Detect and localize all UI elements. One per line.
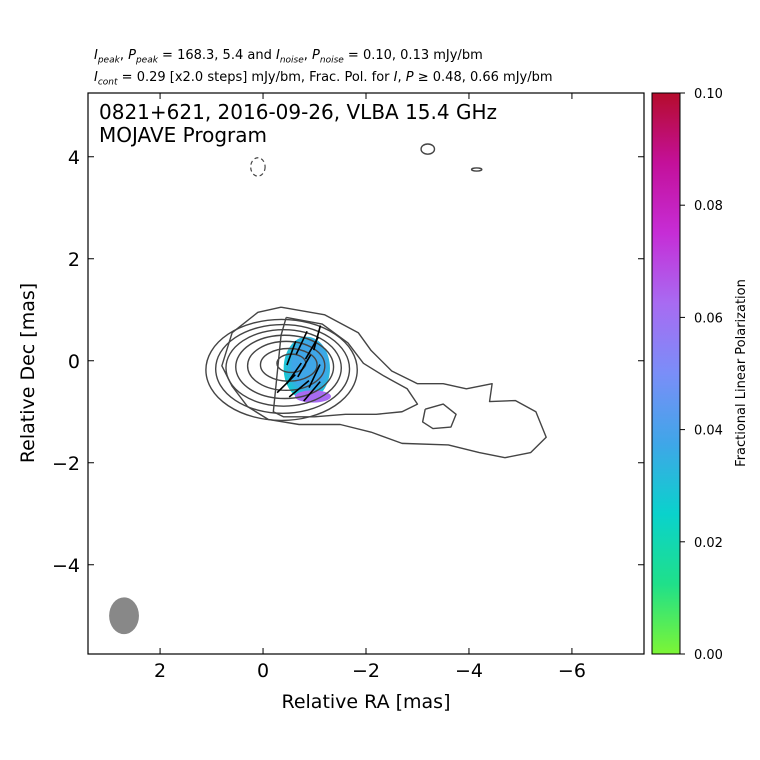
evpa-tick-6 [288,379,310,398]
colorbar-tick-label: 0.00 [694,648,723,663]
evpa-tick-9 [276,374,296,394]
colorbar-tick-label: 0.04 [694,424,723,439]
p-noise-sub: noise [319,55,344,66]
p-peak-sub: peak [135,55,158,66]
header-line-1: Ipeak, Ppeak = 168.3, 5.4 and Inoise, Pn… [94,48,483,66]
p-peak-symbol: P [128,48,136,63]
noise-values: = 0.10, 0.13 mJy/bm [343,48,483,63]
colorbar-ticks: 0.00 0.02 0.04 0.06 0.08 0.10 [680,87,723,663]
core-contour-3 [235,334,335,400]
beam-ellipse [109,597,139,635]
colorbar-tick-label: 0.02 [694,536,723,551]
header1-sep2: , [303,48,313,63]
x-tick-label: −4 [455,660,483,682]
colorbar-tick-label: 0.10 [694,87,723,102]
x-tick-label: 0 [257,660,269,682]
axis-ticks: 2 0 −2 −4 −6 4 2 0 −2 −4 [52,93,644,682]
core-contour-2 [246,340,326,392]
frac-pol-i-symbol: I [393,70,398,85]
small-contour-0 [420,143,436,155]
i-peak-symbol: I [94,48,98,63]
i-peak-sub: peak [97,55,120,66]
p-noise-symbol: P [312,48,320,63]
evpa-tick-0 [286,340,297,366]
evpa-tick-7 [303,381,321,402]
core-contour-4 [225,328,342,407]
colorbar-tick-label: 0.06 [694,311,723,326]
jet-contour-2 [421,403,457,430]
peak-values: = 168.3, 5.4 and [157,48,276,63]
y-axis-label: Relative Dec [mas] [17,283,39,463]
colorbar [651,92,681,655]
negative-contour-0 [250,157,266,177]
header-line-2: Icont = 0.29 [x2.0 steps] mJy/bm, Frac. … [94,70,553,88]
evpa-tick-1 [295,331,308,355]
evpa-tick-5 [308,364,321,388]
frac-pol-values: ≥ 0.48, 0.66 mJy/bm [413,70,553,85]
y-tick-label: 2 [68,249,80,271]
frac-pol-p-symbol: P [405,70,414,85]
plot-area [109,143,547,635]
evpa-tick-8 [312,325,322,351]
cont-values: = 0.29 [x2.0 steps] mJy/bm, Frac. Pol. f… [117,70,394,85]
i-noise-sub: noise [279,55,304,66]
x-axis-label: Relative RA [mas] [281,691,450,713]
y-tick-label: −2 [52,453,80,475]
y-tick-label: −4 [52,555,80,577]
colorbar-tick-label: 0.08 [694,199,723,214]
chart-title: 0821+621, 2016-09-26, VLBA 15.4 GHz [99,100,497,124]
core-contour-5 [214,323,351,414]
jet-contour-0 [221,306,547,459]
plot-frame [87,92,645,655]
polarization-patch-edge [294,390,331,403]
x-tick-label: −6 [558,660,586,682]
core-contour-6 [205,318,358,422]
x-tick-label: −2 [352,660,380,682]
x-tick-label: 2 [154,660,166,682]
header2-sep: , [397,70,406,85]
evpa-tick-4 [297,354,312,378]
chart-subtitle: MOJAVE Program [99,123,267,147]
small-contour-1 [470,167,483,172]
header1-sep1: , [119,48,129,63]
i-cont-sub: cont [97,77,118,88]
colorbar-label: Fractional Linear Polarization [734,279,749,467]
jet-contour-1 [272,316,419,418]
y-tick-label: 4 [68,147,80,169]
i-cont-symbol: I [94,70,98,85]
y-tick-label: 0 [68,351,80,373]
i-noise-symbol: I [275,48,280,63]
